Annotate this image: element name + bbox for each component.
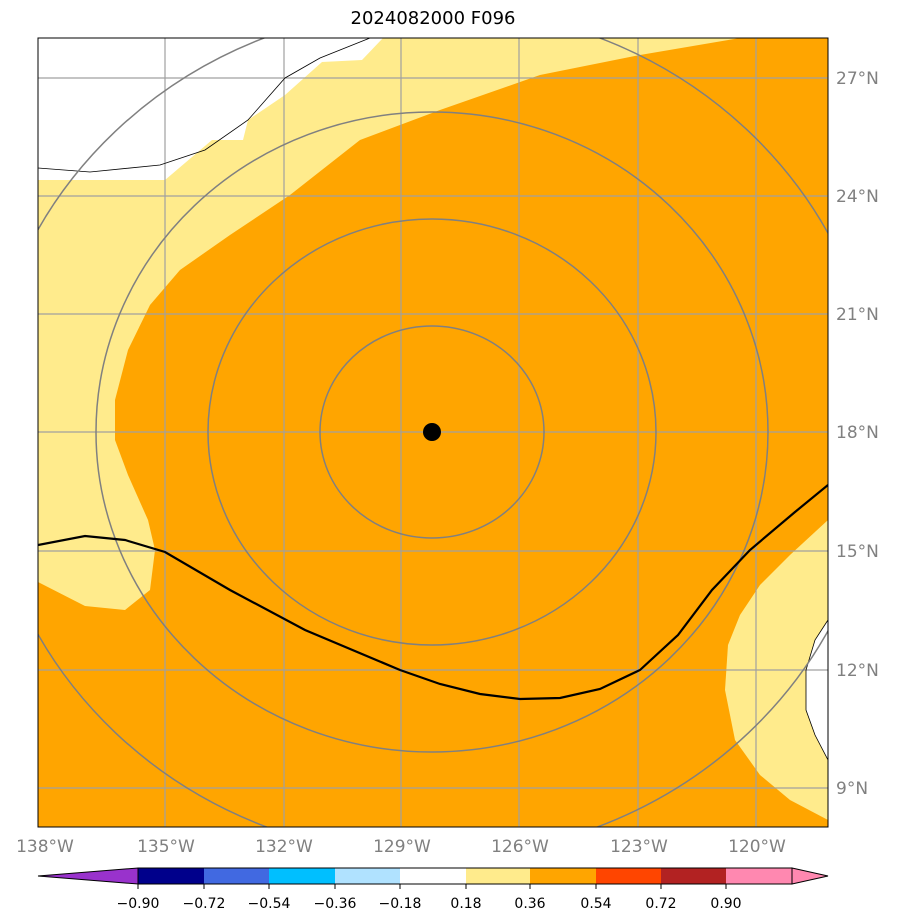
colorbar-segment bbox=[596, 868, 661, 884]
colorbar-tick-label: 0.72 bbox=[645, 896, 676, 912]
colorbar-segment bbox=[726, 868, 792, 884]
colorbar-tick-label: 0.18 bbox=[450, 896, 481, 912]
longitude-labels: 138°W 135°W 132°W 129°W 126°W 123°W 120°… bbox=[16, 837, 786, 857]
colorbar-segment bbox=[530, 868, 596, 884]
coastline bbox=[38, 38, 828, 761]
colorbar-tick-label: −0.36 bbox=[314, 896, 357, 912]
lat-label: 27°N bbox=[836, 69, 879, 89]
colorbar-extend-high bbox=[791, 867, 829, 885]
map-panel bbox=[38, 38, 828, 827]
lat-label: 24°N bbox=[836, 187, 879, 207]
lon-label: 120°W bbox=[728, 837, 786, 857]
colorbar-extend-low bbox=[37, 867, 139, 885]
colorbar: −0.90 −0.72 −0.54 −0.36 −0.18 0.18 0.36 … bbox=[37, 867, 829, 912]
lon-label: 123°W bbox=[610, 837, 668, 857]
colorbar-tick-label: 0.90 bbox=[710, 896, 741, 912]
range-rings bbox=[38, 38, 828, 827]
lon-label: 126°W bbox=[491, 837, 549, 857]
colorbar-segment bbox=[138, 868, 204, 884]
lat-label: 9°N bbox=[836, 779, 868, 799]
colorbar-tick-label: −0.54 bbox=[248, 896, 291, 912]
lon-label: 129°W bbox=[373, 837, 431, 857]
lat-label: 18°N bbox=[836, 423, 879, 443]
colorbar-segment bbox=[204, 868, 269, 884]
colorbar-segment bbox=[269, 868, 335, 884]
colorbar-tick-label: −0.72 bbox=[183, 896, 226, 912]
colorbar-tick-label: 0.54 bbox=[580, 896, 611, 912]
colorbar-segment bbox=[335, 868, 400, 884]
lon-label: 132°W bbox=[255, 837, 313, 857]
map-frame bbox=[37, 37, 829, 828]
latitude-labels: 27°N 24°N 21°N 18°N 15°N 12°N 9°N bbox=[836, 69, 879, 799]
lat-label: 12°N bbox=[836, 661, 879, 681]
field-white-upper-left bbox=[38, 38, 383, 180]
lon-label: 135°W bbox=[137, 837, 195, 857]
colorbar-tick-label: −0.18 bbox=[379, 896, 422, 912]
lat-label: 21°N bbox=[836, 305, 879, 325]
graticule bbox=[38, 38, 828, 827]
map-title: 2024082000 F096 bbox=[350, 8, 516, 29]
colorbar-segment bbox=[466, 868, 530, 884]
colorbar-tick-label: 0.36 bbox=[514, 896, 545, 912]
colorbar-tick-label: −0.90 bbox=[117, 896, 160, 912]
colorbar-segment bbox=[400, 868, 466, 884]
field-light-upper-left bbox=[38, 38, 828, 610]
contour-line bbox=[38, 484, 828, 701]
lon-label: 138°W bbox=[16, 837, 74, 857]
lat-label: 15°N bbox=[836, 542, 879, 562]
storm-center-marker bbox=[423, 423, 441, 441]
colorbar-segment bbox=[661, 868, 726, 884]
